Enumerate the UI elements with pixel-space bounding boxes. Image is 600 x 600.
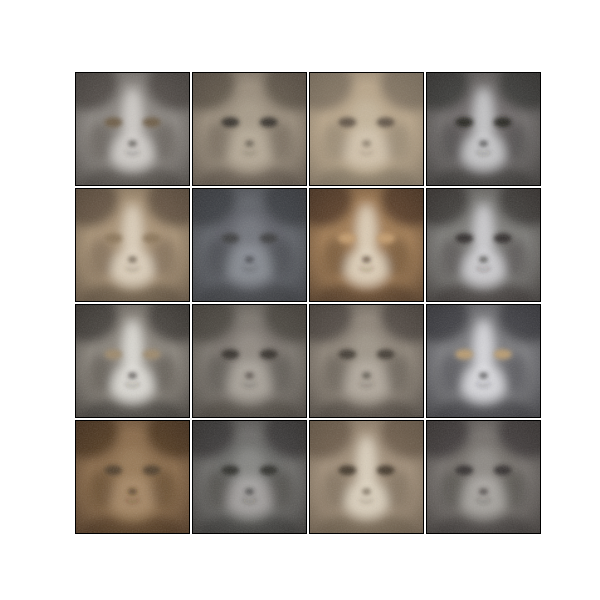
cat-face-image <box>76 73 189 185</box>
cat-face-tile-r4-c3 <box>309 420 424 534</box>
cat-face-tile-r3-c1 <box>75 304 190 418</box>
cat-face-tile-r4-c1 <box>75 420 190 534</box>
cat-face-tile-r2-c2 <box>192 188 307 302</box>
cat-face-tile-r3-c4 <box>426 304 541 418</box>
cat-face-tile-r1-c4 <box>426 72 541 186</box>
cat-face-image <box>76 421 189 533</box>
cat-face-tile-r4-c4 <box>426 420 541 534</box>
cat-face-image <box>76 189 189 301</box>
cat-face-image <box>310 305 423 417</box>
cat-face-image <box>193 189 306 301</box>
cat-face-image <box>427 189 540 301</box>
cat-face-image <box>427 73 540 185</box>
cat-face-image <box>310 421 423 533</box>
cat-face-image <box>427 305 540 417</box>
cat-face-tile-r2-c1 <box>75 188 190 302</box>
cat-face-tile-r3-c2 <box>192 304 307 418</box>
cat-face-tile-r2-c3 <box>309 188 424 302</box>
cat-face-tile-r3-c3 <box>309 304 424 418</box>
cat-face-tile-r1-c1 <box>75 72 190 186</box>
cat-face-image <box>76 305 189 417</box>
cat-face-tile-r2-c4 <box>426 188 541 302</box>
cat-face-tile-r4-c2 <box>192 420 307 534</box>
cat-face-image <box>427 421 540 533</box>
image-grid <box>75 72 541 534</box>
cat-face-image <box>193 73 306 185</box>
cat-face-image <box>193 421 306 533</box>
cat-face-image <box>310 189 423 301</box>
cat-face-tile-r1-c2 <box>192 72 307 186</box>
cat-face-image <box>310 73 423 185</box>
cat-face-image <box>193 305 306 417</box>
cat-face-tile-r1-c3 <box>309 72 424 186</box>
